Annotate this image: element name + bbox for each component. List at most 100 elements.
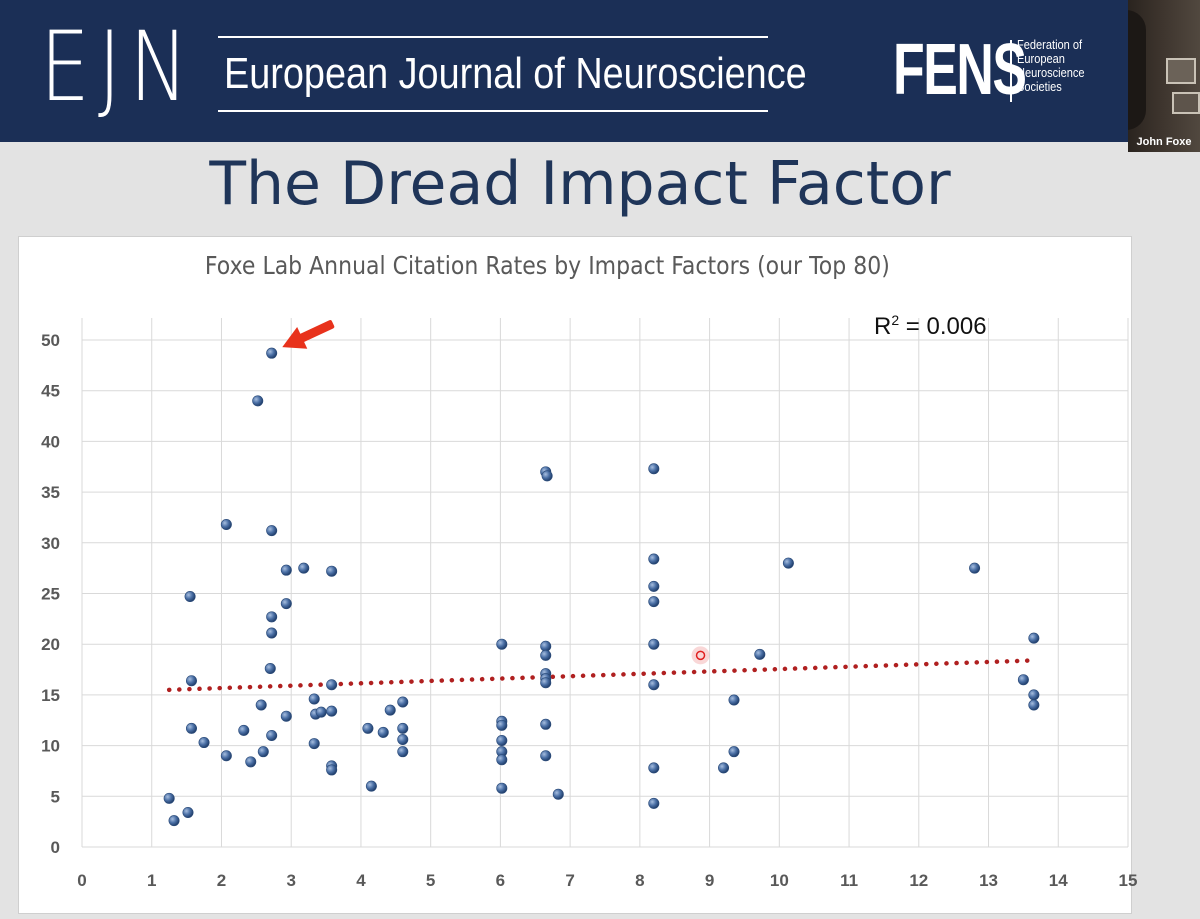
- data-point: [496, 754, 508, 766]
- data-point: [754, 648, 766, 660]
- trendline-layer: [166, 658, 1037, 693]
- highlight-arrow-head: [282, 327, 308, 349]
- data-point: [257, 746, 269, 758]
- y-tick-label: 25: [41, 585, 60, 604]
- fens-caption-line: Federation of: [1017, 37, 1083, 52]
- r-squared-annotation: R2 = 0.006: [874, 312, 987, 341]
- data-point: [220, 750, 232, 762]
- data-point: [648, 638, 660, 650]
- data-point: [648, 463, 660, 475]
- x-tick-label: 12: [909, 871, 928, 890]
- x-tick-label: 10: [770, 871, 789, 890]
- data-point: [648, 596, 660, 608]
- data-point: [1028, 689, 1040, 701]
- journal-title: European Journal of Neuroscience: [224, 49, 807, 98]
- fens-caption-line: Neuroscience: [1017, 65, 1085, 80]
- tick-layer: 0 1 2 3 4 5 6 7 8 9 10 11 12 13 14 15051015202530354045…: [41, 331, 1137, 890]
- data-point: [255, 699, 267, 711]
- x-tick-label: 13: [979, 871, 998, 890]
- data-point: [266, 729, 278, 741]
- data-point: [1028, 699, 1040, 711]
- data-point: [220, 519, 232, 531]
- highlight-arrow: [282, 320, 335, 349]
- y-tick-label: 45: [41, 382, 60, 401]
- y-tick-label: 10: [41, 737, 60, 756]
- data-point: [397, 722, 409, 734]
- data-point: [728, 694, 740, 706]
- y-tick-label: 20: [41, 635, 60, 654]
- y-tick-label: 15: [41, 686, 60, 705]
- data-point: [782, 557, 794, 569]
- x-tick-label: 15: [1119, 871, 1138, 890]
- data-point: [540, 718, 552, 730]
- data-point: [326, 679, 338, 691]
- y-tick-label: 5: [51, 787, 60, 806]
- journal-title-frame: European Journal of Neuroscience: [218, 36, 807, 112]
- data-point: [496, 638, 508, 650]
- data-point: [308, 693, 320, 705]
- data-point: [326, 705, 338, 717]
- data-point: [298, 562, 310, 574]
- grid-layer: [81, 318, 1129, 848]
- fens-caption-line: Societies: [1017, 79, 1062, 94]
- x-tick-label: 3: [286, 871, 295, 890]
- x-tick-label: 6: [496, 871, 505, 890]
- x-tick-label: 14: [1049, 871, 1068, 890]
- chart-title: Foxe Lab Annual Citation Rates by Impact…: [204, 251, 890, 280]
- data-point: [728, 746, 740, 758]
- data-point: [163, 792, 175, 804]
- x-tick-label: 9: [705, 871, 714, 890]
- data-point: [541, 470, 553, 482]
- data-point: [540, 649, 552, 661]
- y-tick-label: 30: [41, 534, 60, 553]
- x-tick-label: 4: [356, 871, 366, 890]
- data-point: [185, 675, 197, 687]
- y-tick-label: 35: [41, 483, 60, 502]
- data-point: [182, 807, 194, 819]
- r-squared-value: = 0.006: [899, 313, 987, 340]
- data-point: [648, 553, 660, 565]
- data-point: [266, 627, 278, 639]
- participant-video-tile[interactable]: John Foxe: [1128, 0, 1200, 152]
- data-point: [718, 762, 730, 774]
- data-point: [326, 764, 338, 776]
- data-point: [1017, 674, 1029, 686]
- x-tick-label: 1: [147, 871, 156, 890]
- data-point: [280, 564, 292, 576]
- data-point: [315, 706, 327, 718]
- ejn-logo: EJN: [40, 11, 197, 123]
- data-point: [245, 756, 257, 768]
- data-point: [377, 726, 389, 738]
- data-point: [266, 611, 278, 623]
- data-point: [397, 734, 409, 746]
- data-point: [397, 746, 409, 758]
- cursor-marker: [695, 650, 706, 661]
- fens-caption-line: European: [1017, 51, 1065, 66]
- data-point: [280, 710, 292, 722]
- data-point: [648, 679, 660, 691]
- point-layer: [163, 347, 1040, 827]
- data-point: [362, 722, 374, 734]
- data-point: [365, 780, 377, 792]
- data-point: [185, 722, 197, 734]
- data-point: [397, 696, 409, 708]
- fens-logo: FENS: [893, 30, 1027, 110]
- x-tick-label: 11: [840, 871, 858, 890]
- y-tick-label: 50: [41, 331, 60, 350]
- data-point: [326, 565, 338, 577]
- data-point: [198, 737, 210, 749]
- data-point: [496, 735, 508, 747]
- data-point: [540, 677, 552, 689]
- data-point: [266, 347, 278, 359]
- data-point: [1028, 632, 1040, 644]
- data-point: [496, 782, 508, 794]
- cursor-halo: [691, 646, 710, 665]
- data-point: [280, 598, 292, 610]
- data-point: [496, 719, 508, 731]
- data-point: [384, 704, 396, 716]
- data-point: [264, 663, 276, 675]
- journal-banner: EJN European Journal of Neuroscience FEN…: [0, 0, 1130, 142]
- data-point: [969, 562, 981, 574]
- r-squared-exponent: 2: [891, 312, 900, 328]
